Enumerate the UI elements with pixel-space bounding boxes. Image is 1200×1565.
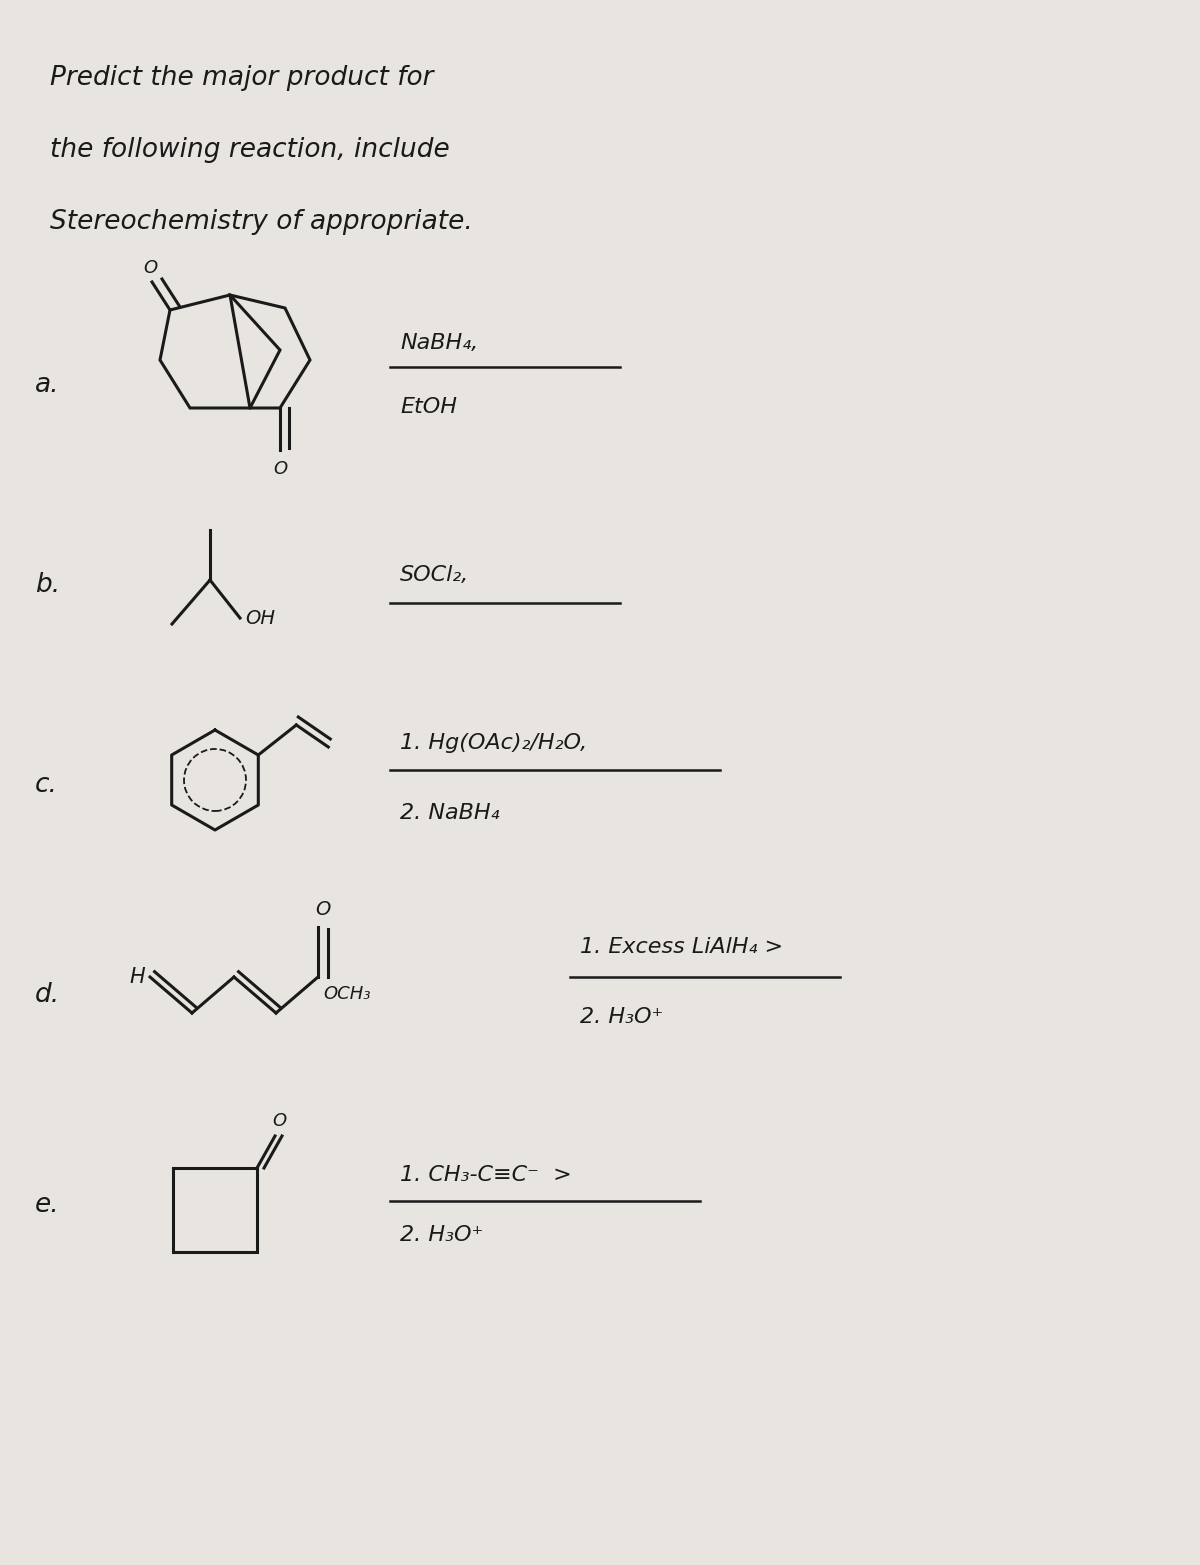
Text: O: O [316,900,331,919]
Text: 2. H₃O⁺: 2. H₃O⁺ [580,1006,664,1027]
Text: d.: d. [35,981,60,1008]
Text: Predict the major product for: Predict the major product for [50,66,433,91]
Text: H: H [130,967,145,988]
Text: the following reaction, include: the following reaction, include [50,138,450,163]
Text: SOCl₂,: SOCl₂, [400,565,469,585]
Text: EtOH: EtOH [400,398,457,416]
Text: 2. H₃O⁺: 2. H₃O⁺ [400,1225,484,1246]
Text: 2. NaBH₄: 2. NaBH₄ [400,803,499,823]
Text: 1. Excess LiAlH₄ >: 1. Excess LiAlH₄ > [580,937,784,958]
Text: NaBH₄,: NaBH₄, [400,333,479,354]
Text: O: O [272,1113,286,1130]
Text: a.: a. [35,372,60,398]
Text: O: O [272,460,287,477]
Text: OCH₃: OCH₃ [323,984,371,1003]
Text: O: O [143,258,157,277]
Text: e.: e. [35,1193,60,1218]
Text: OH: OH [245,609,275,628]
Text: 1. CH₃-C≡C⁻  >: 1. CH₃-C≡C⁻ > [400,1164,571,1185]
Text: 1. Hg(OAc)₂/H₂O,: 1. Hg(OAc)₂/H₂O, [400,732,587,753]
Text: c.: c. [35,772,58,798]
Text: Stereochemistry of appropriate.: Stereochemistry of appropriate. [50,210,473,235]
Text: b.: b. [35,571,60,598]
